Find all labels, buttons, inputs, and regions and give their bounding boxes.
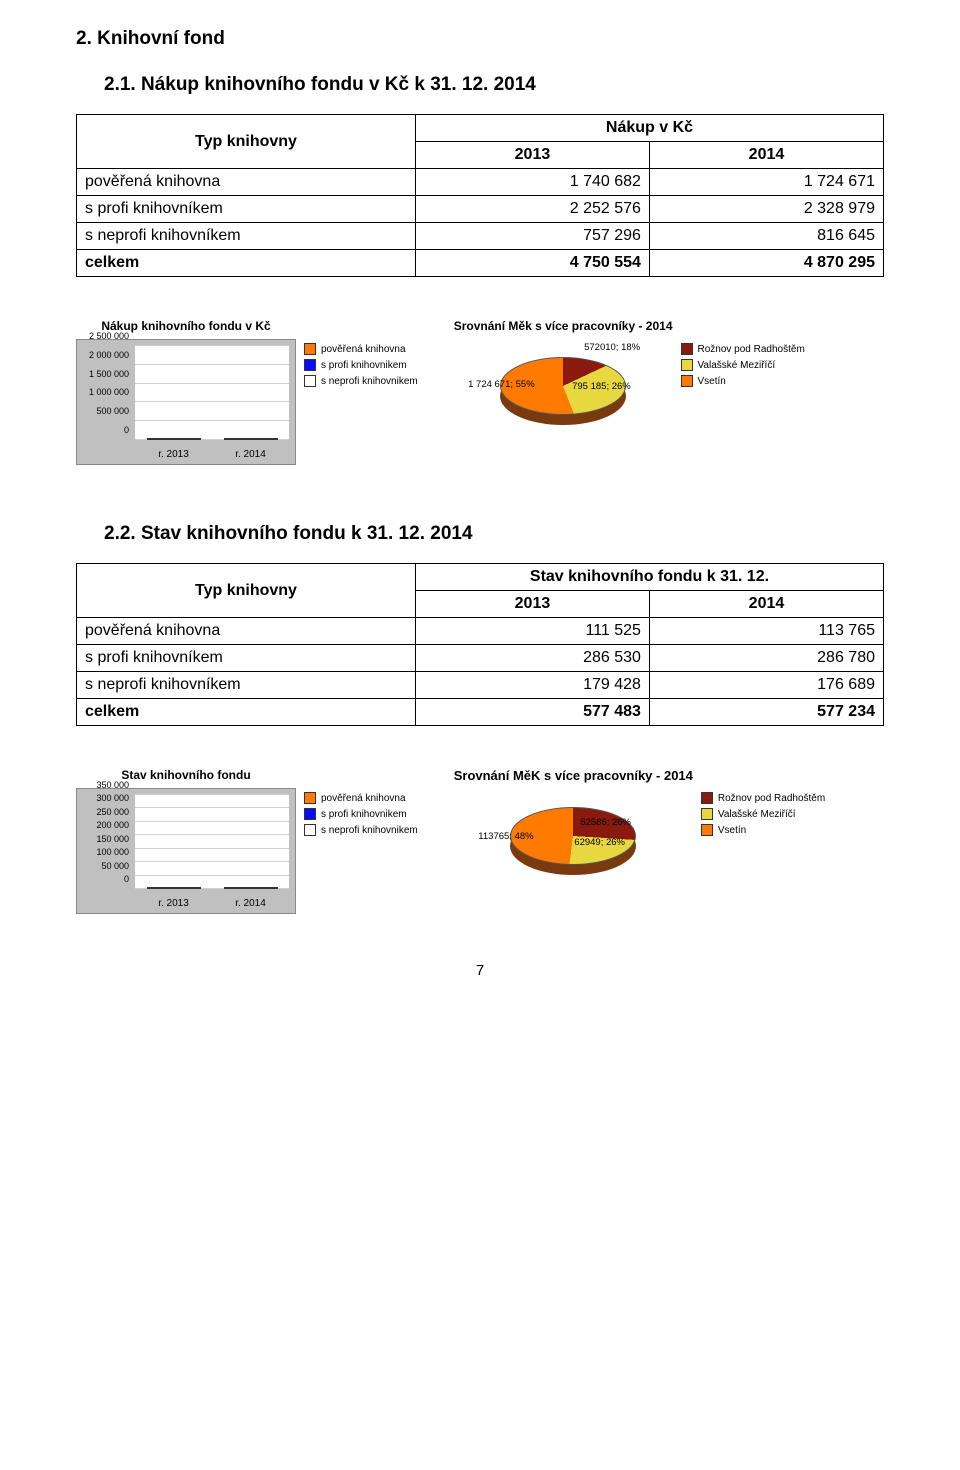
bar [165, 438, 183, 440]
cell-value: 1 740 682 [415, 169, 649, 196]
cell-value: 286 530 [415, 645, 649, 672]
table1-year-1: 2014 [649, 142, 883, 169]
bar [147, 887, 165, 889]
cell-value: 4 870 295 [649, 250, 883, 277]
table-nakup: Typ knihovny Nákup v Kč 2013 2014 pověře… [76, 114, 884, 277]
cell-value: 176 689 [649, 672, 883, 699]
legend-item: s neprofi knihovnikem [304, 824, 418, 836]
chart-row-1: Nákup knihovního fondu v Kč 0500 0001 00… [76, 319, 884, 465]
cell-label: celkem [77, 250, 416, 277]
pie-slice-label: 62949; 26% [574, 837, 625, 848]
pie-chart-2-legend: Rožnov pod Radhoštěm Valašské Meziříčí Vse… [701, 792, 825, 836]
pie-slice-label: 62586; 26% [580, 817, 631, 828]
table2-year-1: 2014 [649, 591, 883, 618]
bar [224, 438, 242, 440]
cell-label: pověřená knihovna [77, 169, 416, 196]
table-row: s neprofi knihovníkem 179 428 176 689 [77, 672, 884, 699]
cell-value: 2 252 576 [415, 196, 649, 223]
cell-label: s profi knihovníkem [77, 196, 416, 223]
cell-value: 113 765 [649, 618, 883, 645]
x-label: r. 2013 [158, 898, 189, 909]
legend-item: Valašské Meziříčí [701, 808, 825, 820]
table1-year-0: 2013 [415, 142, 649, 169]
legend-item: pověřená knihovna [304, 792, 418, 804]
cell-value: 577 483 [415, 699, 649, 726]
legend-item: Rožnov pod Radhoštěm [701, 792, 825, 804]
pie-slice-label: 795 185; 26% [572, 381, 631, 392]
x-label: r. 2014 [235, 898, 266, 909]
table-row-total: celkem 577 483 577 234 [77, 699, 884, 726]
bar [224, 887, 242, 889]
pie-slice-label: 113765; 48% [478, 831, 533, 842]
heading-subsection-2: 2.2. Stav knihovního fondu k 31. 12. 201… [104, 523, 884, 545]
table-row: pověřená knihovna 1 740 682 1 724 671 [77, 169, 884, 196]
chart-row-2: Stav knihovního fondu 050 000100 000150 … [76, 768, 884, 914]
table1-col-label: Typ knihovny [77, 115, 416, 169]
bar [147, 438, 165, 440]
cell-value: 577 234 [649, 699, 883, 726]
bar-chart-1-block: Nákup knihovního fondu v Kč 0500 0001 00… [76, 319, 418, 465]
cell-value: 179 428 [415, 672, 649, 699]
legend-item: Vsetín [701, 824, 825, 836]
table-row: s profi knihovníkem 286 530 286 780 [77, 645, 884, 672]
bar [242, 438, 260, 440]
cell-value: 816 645 [649, 223, 883, 250]
cell-value: 286 780 [649, 645, 883, 672]
cell-value: 1 724 671 [649, 169, 883, 196]
cell-label: pověřená knihovna [77, 618, 416, 645]
bar [260, 887, 278, 889]
bar [260, 438, 278, 440]
cell-value: 2 328 979 [649, 196, 883, 223]
pie-slice-label: 1 724 671; 55% [468, 379, 535, 390]
table-row-total: celkem 4 750 554 4 870 295 [77, 250, 884, 277]
pie-chart-1-title: Srovnání Měk s více pracovníky - 2014 [454, 319, 673, 333]
table-row: s neprofi knihovníkem 757 296 816 645 [77, 223, 884, 250]
table2-year-0: 2013 [415, 591, 649, 618]
cell-value: 111 525 [415, 618, 649, 645]
legend-item: pověřená knihovna [304, 343, 418, 355]
pie-chart-1-legend: Rožnov pod Radhoštěm Valašské Meziříčí Vse… [681, 343, 805, 387]
table-row: s profi knihovníkem 2 252 576 2 328 979 [77, 196, 884, 223]
heading-subsection-1: 2.1. Nákup knihovního fondu v Kč k 31. 1… [104, 74, 884, 96]
bar-chart-2: 050 000100 000150 000200 000250 000300 0… [76, 788, 296, 914]
bar-chart-1-legend: pověřená knihovna s profi knihovnikem s ne… [304, 343, 418, 387]
bar [242, 887, 260, 889]
cell-value: 757 296 [415, 223, 649, 250]
bar-chart-1: 0500 0001 000 0001 500 0002 000 0002 500… [76, 339, 296, 465]
cell-label: s neprofi knihovníkem [77, 223, 416, 250]
legend-item: s neprofi knihovnikem [304, 375, 418, 387]
heading-section: 2. Knihovní fond [76, 28, 884, 50]
bar [183, 887, 201, 889]
legend-item: s profi knihovnikem [304, 359, 418, 371]
x-label: r. 2014 [235, 449, 266, 460]
x-label: r. 2013 [158, 449, 189, 460]
bar-chart-2-block: Stav knihovního fondu 050 000100 000150 … [76, 768, 418, 914]
legend-item: Rožnov pod Radhoštěm [681, 343, 805, 355]
cell-label: s neprofi knihovníkem [77, 672, 416, 699]
bar-chart-2-legend: pověřená knihovna s profi knihovnikem s ne… [304, 792, 418, 836]
page-number: 7 [76, 962, 884, 979]
pie-chart-2-block: Srovnání MěK s více pracovníky - 2014 62… [454, 768, 825, 883]
pie-chart-2-title: Srovnání MěK s více pracovníky - 2014 [454, 768, 693, 783]
bar [183, 438, 201, 440]
cell-label: s profi knihovníkem [77, 645, 416, 672]
cell-value: 4 750 554 [415, 250, 649, 277]
pie-slice-label: 572010; 18% [584, 342, 640, 353]
bar [165, 887, 183, 889]
legend-item: Vsetín [681, 375, 805, 387]
cell-label: celkem [77, 699, 416, 726]
table-stav: Typ knihovny Stav knihovního fondu k 31.… [76, 563, 884, 726]
table2-col-group: Stav knihovního fondu k 31. 12. [415, 564, 883, 591]
pie-chart-1: 572010; 18%795 185; 26%1 724 671; 55% [472, 339, 654, 433]
legend-item: Valašské Meziříčí [681, 359, 805, 371]
pie-chart-2: 62586; 26%62949; 26%113765; 48% [482, 789, 664, 883]
table1-col-group: Nákup v Kč [415, 115, 883, 142]
legend-item: s profi knihovnikem [304, 808, 418, 820]
pie-chart-1-block: Srovnání Měk s více pracovníky - 2014 57… [454, 319, 805, 433]
table-row: pověřená knihovna 111 525 113 765 [77, 618, 884, 645]
table2-col-label: Typ knihovny [77, 564, 416, 618]
